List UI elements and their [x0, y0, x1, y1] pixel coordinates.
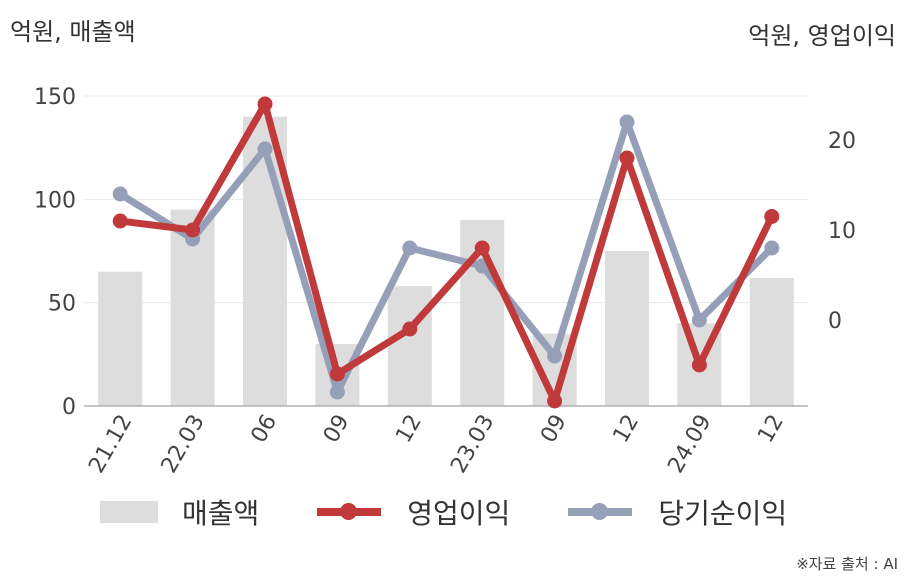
x-axis-tick-label: 22.03 — [157, 411, 210, 478]
legend-item-net-income: 당기순이익 — [568, 492, 787, 532]
legend-swatch-sales — [100, 501, 158, 523]
x-axis-tick-label: 09 — [319, 411, 355, 448]
point-operating-profit — [474, 240, 490, 256]
point-net-income — [402, 240, 418, 256]
line-operating-profit — [119, 100, 775, 405]
legend-item-operating-profit: 영업이익 — [317, 492, 510, 532]
legend-item-sales: 매출액 — [100, 492, 259, 532]
legend-label-operating-profit: 영업이익 — [407, 497, 511, 530]
x-axis-tick-label: 06 — [247, 411, 283, 448]
point-net-income — [547, 348, 563, 364]
point-operating-profit — [691, 357, 707, 373]
x-axis-tick-label: 23.03 — [446, 411, 499, 478]
bar-sales — [98, 271, 143, 406]
x-axis-tick-label: 12 — [753, 411, 789, 448]
point-net-income — [619, 114, 635, 130]
legend-label-net-income: 당기순이익 — [658, 497, 788, 530]
bar-sales — [387, 286, 432, 406]
point-operating-profit — [547, 393, 563, 409]
point-net-income — [329, 384, 345, 400]
x-axis-tick-label: 12 — [609, 411, 645, 448]
right-axis-tick-label: 0 — [828, 309, 842, 334]
bar-sales — [605, 251, 649, 406]
point-operating-profit — [257, 96, 273, 112]
left-axis-tick-label: 150 — [34, 85, 76, 110]
right-axis-tick-label: 10 — [828, 219, 856, 244]
point-operating-profit — [112, 213, 128, 229]
x-axis-tick-label: 24.09 — [663, 411, 716, 478]
x-axis-tick-label: 09 — [536, 411, 572, 448]
bar-sales — [749, 277, 794, 406]
left-axis-tick-label: 100 — [34, 188, 76, 213]
point-net-income — [257, 141, 273, 157]
x-axis-tick-label: 12 — [391, 411, 427, 448]
left-axis-tick-label: 0 — [62, 395, 76, 420]
source-note: ※자료 출처 : AI — [796, 555, 898, 573]
point-operating-profit — [619, 150, 635, 166]
point-net-income — [112, 186, 128, 202]
point-operating-profit — [402, 321, 418, 337]
left-axis-title: 억원, 매출액 — [10, 18, 136, 46]
legend-label-sales: 매출액 — [182, 497, 260, 530]
legend-swatch-operating-profit — [317, 501, 382, 523]
point-net-income — [691, 312, 707, 328]
right-axis-title: 억원, 영업이익 — [748, 22, 896, 50]
left-axis-tick-label: 50 — [48, 292, 76, 317]
point-operating-profit — [764, 209, 780, 224]
point-operating-profit — [329, 366, 345, 382]
chart-legend: 매출액 영업이익 당기순이익 — [100, 492, 845, 532]
right-axis-tick-label: 20 — [828, 129, 856, 154]
point-net-income — [764, 240, 780, 256]
line-net-income — [118, 118, 775, 396]
point-operating-profit — [185, 222, 201, 238]
x-axis-tick-label: 21.12 — [84, 411, 137, 478]
legend-swatch-net-income — [568, 501, 633, 523]
